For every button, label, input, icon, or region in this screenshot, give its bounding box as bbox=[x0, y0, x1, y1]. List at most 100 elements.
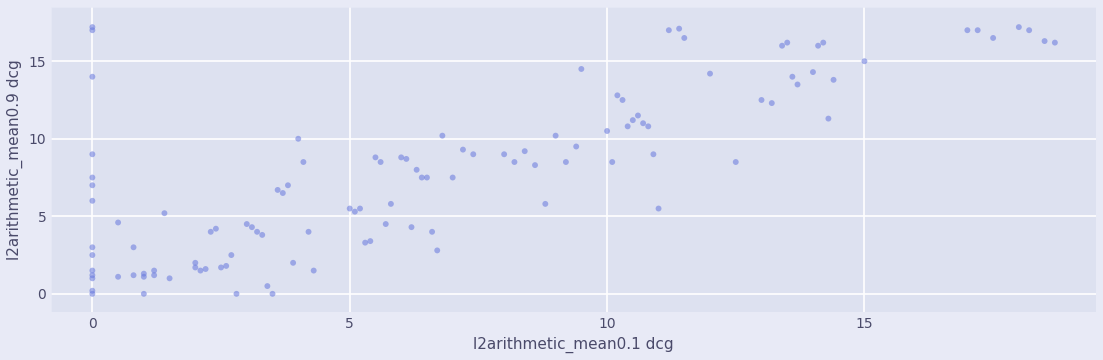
Point bbox=[408, 167, 426, 173]
Point bbox=[634, 120, 652, 126]
Point bbox=[279, 183, 297, 188]
Point bbox=[202, 229, 219, 235]
Point bbox=[567, 144, 585, 149]
Point bbox=[146, 268, 163, 274]
Point bbox=[783, 74, 801, 80]
Point bbox=[752, 97, 770, 103]
Point bbox=[196, 266, 214, 272]
Point bbox=[295, 159, 312, 165]
Point bbox=[825, 77, 843, 83]
Point bbox=[125, 272, 142, 278]
Point bbox=[727, 159, 745, 165]
Point bbox=[300, 229, 318, 235]
Point bbox=[84, 198, 101, 204]
Point bbox=[366, 154, 384, 160]
Point bbox=[356, 240, 374, 246]
Point bbox=[382, 201, 399, 207]
Point bbox=[624, 117, 642, 123]
Point bbox=[1020, 27, 1038, 33]
Point bbox=[495, 152, 513, 157]
Point bbox=[238, 221, 256, 227]
Point bbox=[285, 260, 302, 266]
Point bbox=[161, 275, 179, 281]
X-axis label: l2arithmetic_mean0.1 dcg: l2arithmetic_mean0.1 dcg bbox=[473, 337, 674, 353]
Point bbox=[454, 147, 472, 153]
Point bbox=[644, 152, 662, 157]
Point bbox=[959, 27, 976, 33]
Point bbox=[109, 220, 127, 225]
Point bbox=[516, 148, 534, 154]
Point bbox=[675, 35, 693, 41]
Point bbox=[258, 283, 276, 289]
Point bbox=[547, 133, 565, 139]
Point bbox=[403, 224, 420, 230]
Point bbox=[254, 232, 271, 238]
Point bbox=[377, 221, 395, 227]
Point bbox=[207, 226, 225, 231]
Point bbox=[269, 187, 287, 193]
Point bbox=[351, 206, 368, 211]
Point bbox=[572, 66, 590, 72]
Point bbox=[810, 43, 827, 49]
Point bbox=[609, 93, 627, 98]
Point bbox=[433, 133, 451, 139]
Point bbox=[820, 116, 837, 121]
Point bbox=[397, 156, 415, 162]
Point bbox=[84, 268, 101, 274]
Point bbox=[186, 260, 204, 266]
Point bbox=[1046, 40, 1063, 45]
Point bbox=[264, 291, 281, 297]
Point bbox=[227, 291, 245, 297]
Point bbox=[650, 206, 667, 211]
Point bbox=[526, 162, 544, 168]
Point bbox=[763, 100, 781, 106]
Point bbox=[217, 263, 235, 269]
Point bbox=[84, 272, 101, 278]
Point bbox=[135, 274, 152, 280]
Point bbox=[393, 154, 410, 160]
Point bbox=[84, 275, 101, 281]
Point bbox=[505, 159, 523, 165]
Point bbox=[84, 252, 101, 258]
Point bbox=[274, 190, 291, 196]
Point bbox=[619, 123, 636, 129]
Point bbox=[192, 268, 210, 274]
Point bbox=[125, 244, 142, 250]
Point bbox=[156, 210, 173, 216]
Point bbox=[84, 152, 101, 157]
Point bbox=[135, 271, 152, 276]
Point bbox=[84, 24, 101, 30]
Point bbox=[84, 74, 101, 80]
Point bbox=[968, 27, 986, 33]
Point bbox=[671, 26, 688, 32]
Point bbox=[660, 27, 677, 33]
Y-axis label: l2arithmetic_mean0.9 dcg: l2arithmetic_mean0.9 dcg bbox=[7, 59, 23, 260]
Point bbox=[856, 58, 874, 64]
Point bbox=[557, 159, 575, 165]
Point bbox=[304, 268, 322, 274]
Point bbox=[413, 175, 430, 180]
Point bbox=[779, 40, 796, 45]
Point bbox=[603, 159, 621, 165]
Point bbox=[135, 291, 152, 297]
Point bbox=[109, 274, 127, 280]
Point bbox=[84, 244, 101, 250]
Point bbox=[702, 71, 719, 77]
Point bbox=[84, 175, 101, 180]
Point bbox=[84, 291, 101, 297]
Point bbox=[984, 35, 1002, 41]
Point bbox=[814, 40, 832, 45]
Point bbox=[1010, 24, 1028, 30]
Point bbox=[424, 229, 441, 235]
Point bbox=[1036, 38, 1053, 44]
Point bbox=[804, 69, 822, 75]
Point bbox=[289, 136, 307, 141]
Point bbox=[186, 265, 204, 270]
Point bbox=[84, 183, 101, 188]
Point bbox=[629, 113, 646, 118]
Point bbox=[443, 175, 461, 180]
Point bbox=[146, 272, 163, 278]
Point bbox=[248, 229, 266, 235]
Point bbox=[789, 82, 806, 87]
Point bbox=[84, 27, 101, 33]
